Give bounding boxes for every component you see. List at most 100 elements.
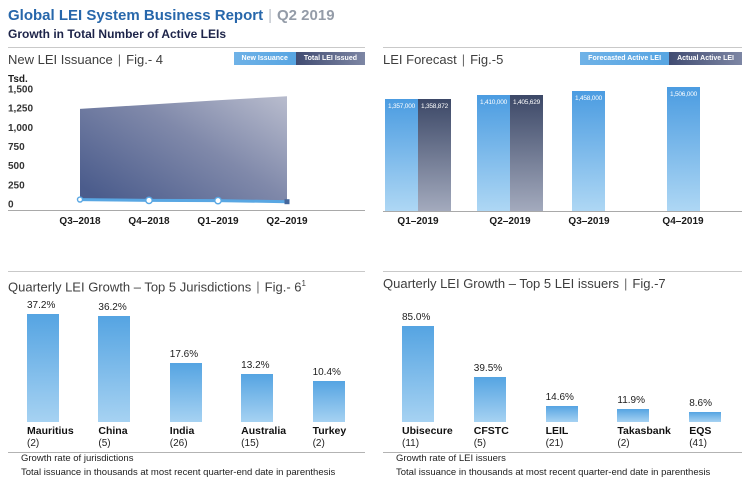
fig7-title-text: Quarterly LEI Growth – Top 5 LEI issuers	[383, 276, 620, 291]
bar-count-label: (5)	[98, 438, 111, 449]
bar-count-label: (2)	[27, 438, 40, 449]
bar-value-label: 36.2%	[98, 302, 127, 313]
bar-value-label: 13.2%	[241, 360, 270, 371]
jurisdictions-bar-chart: 37.2% Mauritius (2) 36.2% China (5) 17.6…	[8, 298, 365, 450]
fig7-footnote-2: Total issuance in thousands at most rece…	[396, 466, 711, 478]
bar-category-label: Ubisecure	[402, 425, 453, 437]
y-axis-unit: Tsd.	[8, 74, 28, 85]
fig4-header: New LEI Issuance | Fig.- 4 New Issuance To…	[8, 48, 365, 68]
bar-column-ubisecure: 85.0% Ubisecure (11)	[383, 298, 455, 450]
bar-count-label: (2)	[617, 438, 630, 449]
title-separator: |	[256, 279, 260, 295]
bar-forecast-q2-2019: 1,410,000	[477, 95, 510, 211]
fig6-footnote-marker: 1	[301, 279, 306, 288]
fig6-footnote-1: Growth rate of jurisdictions	[21, 453, 134, 464]
x-tick-label: Q1–2019	[197, 216, 239, 227]
fig5-title: LEI Forecast | Fig.-5	[383, 52, 503, 68]
x-tick-label: Q2–2019	[489, 216, 531, 227]
x-tick-label: Q2–2019	[266, 216, 308, 227]
area-chart-new-lei-issuance: Tsd. 1,500 1,250 1,000 750 500 250 0 Q3–…	[8, 74, 365, 227]
header-separator: |	[268, 7, 272, 24]
bar-column-india: 17.6% India (26)	[151, 298, 222, 450]
bar-value-label: 1,458,000	[574, 95, 603, 102]
bar-column-australia: 13.2% Australia (15)	[222, 298, 293, 450]
bar-count-label: (2)	[312, 438, 325, 449]
bar-category-label: CFSTC	[473, 425, 509, 437]
fig4-title: New LEI Issuance | Fig.- 4	[8, 52, 163, 68]
legend-new-issuance: New Issuance	[233, 52, 296, 65]
bar-column-eqs: 8.6% EQS (41)	[670, 298, 742, 450]
bar	[617, 409, 650, 422]
bar	[689, 412, 722, 422]
bar-value-label: 85.0%	[402, 312, 431, 323]
bar	[312, 381, 345, 422]
x-tick-label: Q4–2018	[128, 216, 170, 227]
bar-column-china: 36.2% China (5)	[79, 298, 150, 450]
bar-forecast-q1-2019: 1,357,000	[385, 99, 418, 211]
bar-value-label: 11.9%	[617, 395, 646, 406]
bar-column-cfstc: 39.5% CFSTC (5)	[455, 298, 527, 450]
bar-value-label: 1,358,872	[420, 103, 449, 110]
fig5-title-text: LEI Forecast	[383, 52, 457, 67]
bar	[402, 326, 434, 422]
report-header: Global LEI System Business Report | Q2 201…	[0, 0, 750, 41]
y-tick-label: 500	[8, 161, 25, 172]
fig6-title-text: Quarterly LEI Growth – Top 5 Jurisdictio…	[8, 279, 252, 295]
bar-category-label: LEIL	[545, 425, 569, 437]
bar-count-label: (15)	[241, 438, 259, 449]
legend-forecasted-active-lei: Forecasted Active LEI	[580, 52, 670, 65]
bar-column-leil: 14.6% LEIL (21)	[527, 298, 599, 450]
bar-value-label: 37.2%	[27, 300, 56, 311]
y-tick-label: 1,500	[8, 85, 33, 96]
fig5-fig-label: Fig.-5	[470, 52, 504, 67]
legend-total-lei-issued: Total LEI Issued	[295, 52, 365, 65]
fig6-header: Quarterly LEI Growth – Top 5 Jurisdictio…	[8, 272, 365, 295]
title-separator: |	[117, 52, 122, 67]
y-tick-label: 750	[8, 142, 25, 153]
bar-value-label: 1,506,000	[669, 91, 698, 98]
y-tick-label: 1,000	[8, 123, 33, 134]
bar-column-turkey: 10.4% Turkey (2)	[294, 298, 365, 450]
y-axis-ticks: 1,500 1,250 1,000 750 500 250 0	[8, 85, 33, 211]
footnote-divider	[8, 452, 365, 453]
bar-count-label: (26)	[169, 438, 188, 449]
bar	[27, 314, 59, 422]
y-tick-label: 1,250	[8, 104, 33, 115]
x-tick-label: Q1–2019	[397, 216, 439, 227]
bar-count-label: (41)	[689, 438, 707, 449]
bar-category-label: Turkey	[312, 425, 347, 437]
fig6-footnote-2: Total issuance in thousands at most rece…	[21, 466, 336, 478]
bar-count-label: (11)	[402, 438, 420, 449]
report-subtitle: Growth in Total Number of Active LEIs	[8, 27, 227, 41]
bar-forecast-q3-2019: 1,458,000	[572, 91, 605, 211]
bar-value-label: 39.5%	[473, 363, 503, 374]
bar-value-label: 8.6%	[689, 398, 712, 409]
y-tick-label: 0	[8, 200, 14, 211]
bar-category-label: Australia	[241, 425, 287, 437]
fig5-legend: Forecasted Active LEI Actual Active LEI	[580, 52, 742, 65]
panel-fig4: New LEI Issuance | Fig.- 4 New Issuance To…	[8, 47, 365, 230]
bar	[241, 374, 274, 422]
bottom-row: Quarterly LEI Growth – Top 5 Jurisdictio…	[0, 271, 750, 478]
panel-fig5: LEI Forecast | Fig.-5 Forecasted Active LE…	[383, 47, 742, 230]
fig6-fig-label: Fig.- 6	[264, 279, 302, 295]
top-row: New LEI Issuance | Fig.- 4 New Issuance To…	[0, 47, 750, 230]
panel-fig6: Quarterly LEI Growth – Top 5 Jurisdictio…	[8, 271, 365, 478]
forecast-bar-chart: 1,357,000 1,358,872 1,410,000 1,405,629 …	[383, 85, 742, 212]
bar	[169, 363, 202, 422]
bar-value-label: 1,405,629	[512, 99, 541, 106]
bar	[473, 377, 506, 422]
bar-actual-q2-2019: 1,405,629	[510, 95, 543, 211]
bar-column-mauritius: 37.2% Mauritius (2)	[8, 298, 79, 450]
fig4-fig-label: Fig.- 4	[126, 52, 164, 67]
bar-category-label: India	[169, 425, 195, 437]
issuers-bar-chart: 85.0% Ubisecure (11) 39.5% CFSTC (5) 14.…	[383, 298, 742, 450]
x-tick-label: Q3–2019	[568, 216, 610, 227]
bar-value-label: 10.4%	[312, 367, 341, 378]
bar	[98, 316, 131, 422]
x-tick-label: Q3–2018	[59, 216, 101, 227]
bar-value-label: 17.6%	[169, 349, 199, 360]
bar-category-label: EQS	[689, 425, 712, 437]
bar-category-label: Takasbank	[617, 425, 671, 437]
bar-category-label: Mauritius	[27, 425, 74, 437]
